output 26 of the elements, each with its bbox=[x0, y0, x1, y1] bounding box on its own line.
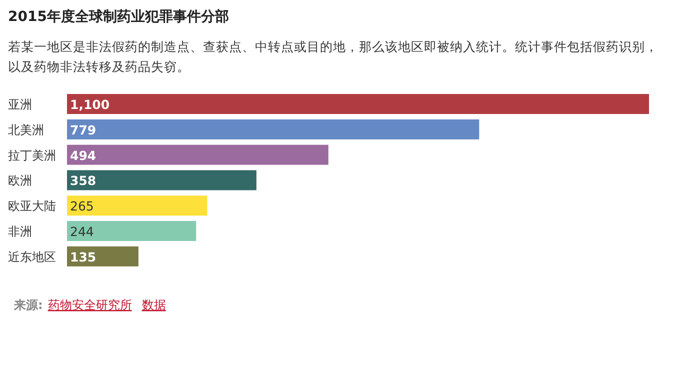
bar bbox=[67, 170, 256, 190]
y-tick-label: 亚洲 bbox=[8, 98, 32, 112]
y-tick-label: 欧亚大陆 bbox=[8, 199, 56, 214]
bar bbox=[67, 196, 208, 216]
data-label: 244 bbox=[70, 224, 94, 239]
data-label: 1,100 bbox=[70, 97, 110, 112]
y-tick-label: 非洲 bbox=[8, 224, 32, 238]
bar bbox=[67, 246, 138, 266]
text: 数据 bbox=[142, 298, 166, 312]
data-label: 265 bbox=[70, 198, 94, 214]
source-note: 来源: bbox=[13, 298, 43, 312]
data-label: 135 bbox=[70, 249, 96, 264]
bar bbox=[67, 94, 649, 114]
chart-title: 2015年度全球制药业犯罪事件分部 bbox=[8, 8, 229, 25]
bar bbox=[67, 144, 328, 165]
bar bbox=[67, 119, 480, 140]
data-label: 494 bbox=[70, 148, 96, 163]
y-tick-label: 近东地区 bbox=[8, 250, 56, 264]
y-tick-label: 欧洲 bbox=[8, 174, 32, 188]
y-tick-label: 北美洲 bbox=[8, 122, 44, 137]
data-label: 779 bbox=[70, 122, 96, 138]
text: 药物安全研究所 bbox=[48, 298, 132, 312]
bar bbox=[67, 221, 196, 241]
y-tick-label: 拉丁美洲 bbox=[8, 148, 56, 162]
data-label: 358 bbox=[70, 173, 96, 188]
chart-subtitle: 若某一地区是非法假药的制造点、查获点、中转点或目的地，那么该地区即被纳入统计。统计事件包括假药识别，以及药物非法转移及药品失窃。 bbox=[8, 39, 658, 74]
